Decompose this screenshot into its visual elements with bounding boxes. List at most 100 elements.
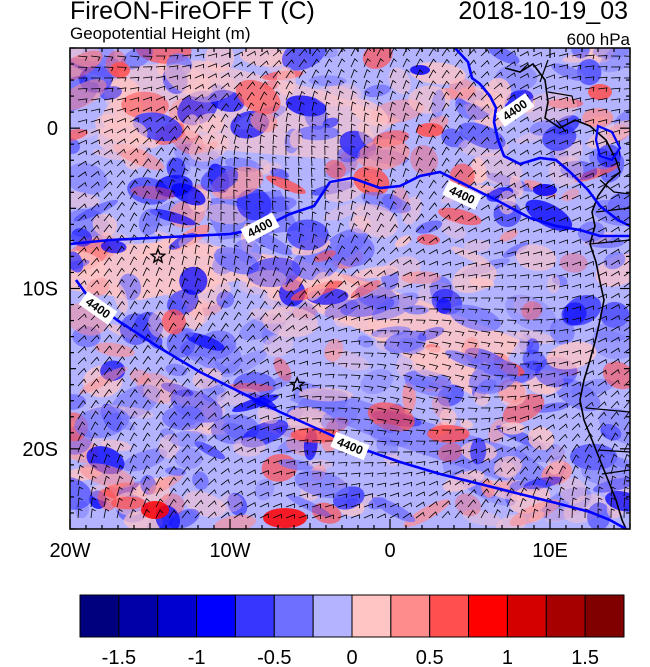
wind-barb <box>220 134 228 145</box>
site-markers <box>149 247 306 392</box>
wind-barb <box>441 91 450 101</box>
wind-barb <box>350 352 361 357</box>
wind-barb <box>272 233 278 244</box>
wind-barb <box>272 278 280 288</box>
wind-barb <box>207 356 217 365</box>
anomaly-patch <box>70 79 107 111</box>
wind-barb <box>259 70 269 79</box>
wind-barb <box>181 125 191 134</box>
wind-barb <box>181 157 189 167</box>
wind-barb <box>558 475 566 486</box>
anomaly-patch <box>312 48 338 59</box>
wind-barb <box>103 257 112 266</box>
wind-barb <box>558 250 569 256</box>
wind-barb <box>363 407 374 414</box>
wind-barb <box>246 403 256 409</box>
wind-barb <box>90 139 100 145</box>
wind-barb <box>467 297 478 302</box>
wind-barb <box>337 514 347 519</box>
wind-barb <box>571 183 581 189</box>
wind-barb <box>389 270 399 277</box>
wind-barb <box>324 279 334 288</box>
wind-barb <box>116 486 123 497</box>
wind-barb <box>77 98 88 103</box>
anomaly-patch <box>262 306 319 338</box>
wind-barb <box>233 490 243 497</box>
wind-barb <box>181 178 188 189</box>
wind-barb <box>116 432 125 442</box>
wind-barb <box>610 508 616 519</box>
wind-barb <box>311 450 322 456</box>
wind-barb <box>116 356 126 365</box>
wind-barb <box>545 340 556 345</box>
wind-barb <box>558 465 566 475</box>
wind-barb <box>337 268 347 277</box>
wind-barb <box>311 361 322 367</box>
wind-barb <box>428 418 439 424</box>
wind-barb <box>259 437 269 442</box>
wind-barb <box>272 80 281 90</box>
wind-barb <box>259 145 265 156</box>
wind-barb <box>90 246 100 255</box>
wind-barb <box>194 222 200 233</box>
wind-barb <box>363 200 370 211</box>
wind-barb <box>480 148 490 156</box>
wind-barb <box>480 457 490 464</box>
wind-barb <box>415 440 426 446</box>
wind-barb <box>467 169 477 178</box>
wind-barb <box>181 114 191 123</box>
wind-barb <box>610 303 620 310</box>
wind-barb <box>90 475 97 486</box>
wind-barb <box>311 395 322 401</box>
wind-barb <box>103 55 114 61</box>
wind-barb <box>129 76 140 82</box>
wind-barb <box>298 145 303 156</box>
wind-barb <box>441 500 451 508</box>
wind-barb <box>142 223 150 233</box>
wind-barb <box>103 421 112 431</box>
wind-barb <box>389 512 399 519</box>
anomaly-patch <box>402 382 416 413</box>
wind-barb <box>233 446 243 453</box>
wind-barb <box>116 267 125 277</box>
anomaly-patch <box>513 295 535 316</box>
wind-barb <box>480 103 490 112</box>
wind-barb <box>155 85 166 91</box>
wind-barb <box>545 250 556 256</box>
wind-barb <box>350 503 361 509</box>
wind-barb <box>610 443 618 453</box>
wind-barb <box>246 81 256 90</box>
wind-barb <box>350 90 357 101</box>
wind-barb <box>90 181 100 189</box>
wind-barb <box>207 93 217 101</box>
wind-barb <box>558 53 569 58</box>
wind-barb <box>493 93 503 101</box>
wind-barb <box>467 396 478 402</box>
wind-barb <box>441 80 450 90</box>
wind-barb <box>571 508 577 519</box>
anomaly-patch <box>437 442 463 463</box>
wind-barb <box>272 156 277 167</box>
wind-barb <box>363 211 371 222</box>
wind-barb <box>428 102 436 112</box>
wind-barb <box>350 429 361 435</box>
wind-barb <box>389 374 400 381</box>
wind-barb <box>77 269 87 277</box>
wind-barb <box>493 477 503 486</box>
wind-barb <box>298 482 309 487</box>
wind-barb <box>142 487 150 497</box>
wind-barb <box>324 472 335 477</box>
wind-barb <box>116 399 125 409</box>
wind-barb <box>350 211 357 222</box>
wind-barb <box>610 77 621 82</box>
wind-barb <box>324 350 335 356</box>
wind-barb <box>311 112 317 123</box>
wind-barb <box>311 503 322 509</box>
wind-barb <box>233 424 243 431</box>
wind-barb <box>454 203 464 211</box>
wind-barb <box>545 508 551 519</box>
wind-barb <box>77 486 84 497</box>
wind-barb <box>376 374 387 381</box>
wind-barb <box>519 262 530 268</box>
wind-barb <box>246 512 256 519</box>
